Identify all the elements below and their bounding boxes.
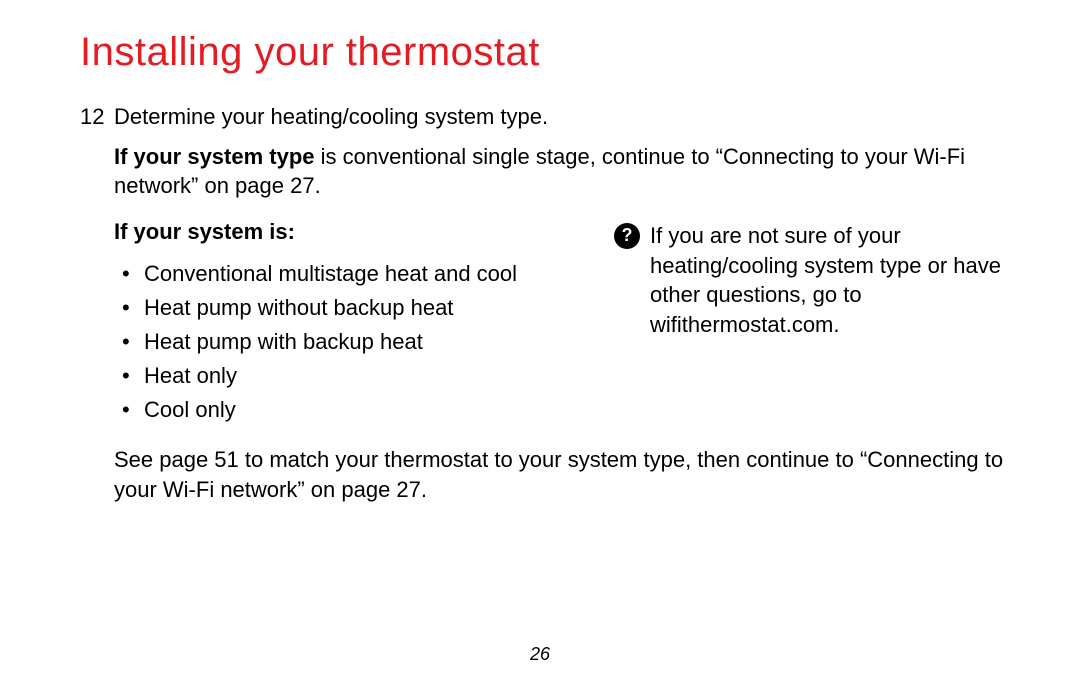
footer-paragraph: See page 51 to match your thermostat to … <box>114 445 1020 504</box>
step-12: 12 Determine your heating/cooling system… <box>80 103 1020 132</box>
system-list: Conventional multistage heat and cool He… <box>114 257 584 427</box>
page-number: 26 <box>0 644 1080 665</box>
step-number: 12 <box>80 103 114 132</box>
intro-paragraph: If your system type is conventional sing… <box>114 142 1020 201</box>
manual-page: Installing your thermostat 12 Determine … <box>0 0 1080 687</box>
list-item: Heat pump with backup heat <box>114 325 584 359</box>
list-item: Heat only <box>114 359 584 393</box>
page-title: Installing your thermostat <box>80 30 1020 75</box>
intro-bold: If your system type <box>114 144 315 169</box>
system-list-heading: If your system is: <box>114 219 584 245</box>
help-text: If you are not sure of your heating/cool… <box>650 221 1020 340</box>
help-icon: ? <box>614 223 640 249</box>
list-item: Conventional multistage heat and cool <box>114 257 584 291</box>
help-callout: ? If you are not sure of your heating/co… <box>614 219 1020 441</box>
list-item: Heat pump without backup heat <box>114 291 584 325</box>
list-item: Cool only <box>114 393 584 427</box>
content-columns: If your system is: Conventional multista… <box>114 219 1020 441</box>
step-text: Determine your heating/cooling system ty… <box>114 103 1020 132</box>
system-types-column: If your system is: Conventional multista… <box>114 219 584 441</box>
